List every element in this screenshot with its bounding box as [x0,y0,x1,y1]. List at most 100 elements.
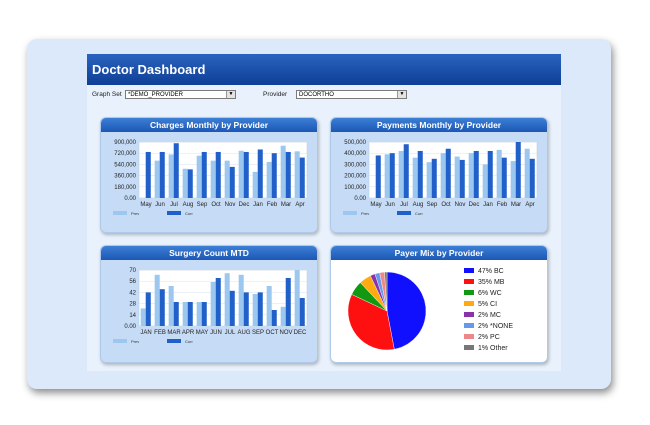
payments-chart: 500,000 400,000 300,000 200,000 100,000 0.00 M… [343,140,538,216]
page-title: Doctor Dashboard [92,62,206,77]
provider-select[interactable]: DOCORTHO ▼ [296,90,407,99]
graph-set-label: Graph Set [92,91,122,98]
bar-prev [384,154,390,198]
bar-curr [229,166,235,198]
x-tick-label: AUG [237,330,250,336]
bar-curr [173,143,179,198]
bar-curr [257,149,263,198]
surgery-chart-card: Surgery Count MTD 70 56 42 28 14 0.00 JAN FEB MA… [100,245,318,363]
chart-title: Payer Mix by Provider [331,246,547,260]
legend-swatch [464,323,474,328]
x-tick-label: JUL [225,330,236,336]
bar-prev [140,308,146,326]
bar-prev [510,161,516,198]
graph-set-value: *DEMO_PROVIDER [128,92,184,98]
bar-prev [210,160,216,198]
bar-curr [187,302,193,326]
legend-label: 2% PC [478,334,500,341]
bar-curr [445,148,451,198]
bar-prev [496,149,502,198]
graph-set-select[interactable]: *DEMO_PROVIDER ▼ [125,90,236,99]
legend-swatch [464,279,474,284]
bar-curr [501,157,507,198]
x-tick-label: Apr [295,202,304,208]
legend-label: Curr [415,211,423,216]
legend-label: 2% MC [478,312,501,319]
legend-swatch [464,345,474,350]
chevron-down-icon[interactable]: ▼ [226,91,235,98]
plot-area [368,141,538,199]
legend-swatch [397,211,411,215]
bar-curr [243,151,249,198]
bar-prev [440,153,446,198]
bar-prev [294,270,300,326]
legend-swatch [167,339,181,343]
y-tick-label: 360,000 [114,174,136,180]
chevron-down-icon[interactable]: ▼ [397,91,406,98]
y-tick-label: 900,000 [114,140,136,146]
bar-curr [459,159,465,198]
bar-prev [168,286,174,326]
legend-swatch [113,339,127,343]
bar-curr [375,155,381,198]
x-tick-label: Jul [400,202,408,208]
x-tick-label: Sep [197,202,208,208]
bar-prev [238,150,244,198]
bar-curr [299,157,305,198]
chart-title: Charges Monthly by Provider [101,118,317,132]
bar-prev [196,155,202,198]
bar-prev [426,162,432,198]
bar-curr [431,158,437,198]
x-tick-label: Aug [183,202,194,208]
legend-label: Curr [185,339,193,344]
bar-curr [285,151,291,198]
legend-swatch [167,211,181,215]
charges-chart: 900,000 720,000 540,000 360,000 180,000 0.00 M… [113,140,308,216]
y-tick-label: 540,000 [114,162,136,168]
legend-swatch [464,301,474,306]
chart-title: Surgery Count MTD [101,246,317,260]
y-tick-label: 720,000 [114,151,136,157]
bar-prev [294,151,300,198]
y-tick-label: 0.00 [124,196,136,202]
chart-title: Payments Monthly by Provider [331,118,547,132]
legend-label: Curr [185,211,193,216]
x-tick-label: Oct [441,202,451,208]
legend-label: 1% Other [478,345,508,352]
bar-prev [238,274,244,326]
y-tick-label: 42 [129,290,136,296]
y-tick-label: 100,000 [344,185,366,191]
bar-prev [412,157,418,198]
bar-curr [529,158,535,198]
x-tick-label: Oct [211,202,221,208]
legend-swatch [464,290,474,295]
y-tick-label: 500,000 [344,140,366,146]
bar-curr [299,298,305,326]
dashboard-header: Doctor Dashboard [87,54,561,85]
bar-prev [398,150,404,198]
pie-slice [384,271,388,312]
x-tick-label: APR [182,330,195,336]
bar-prev [266,161,272,198]
x-tick-label: Dec [239,202,250,208]
payer-mix-card: Payer Mix by Provider 47% BC 35% MB 6% WC 5… [330,245,548,363]
bar-curr [159,151,165,198]
y-tick-label: 400,000 [344,151,366,157]
bar-curr [145,151,151,198]
legend-label: Prev [361,211,369,216]
bar-prev [182,168,188,198]
y-tick-label: 56 [129,279,136,285]
bar-curr [473,150,479,198]
legend-label: 47% BC [478,268,504,275]
legend-label: 2% *NONE [478,323,513,330]
bar-curr [173,302,179,326]
x-tick-label: Apr [525,202,534,208]
y-tick-label: 70 [129,268,136,274]
bar-prev [154,160,160,198]
provider-label: Provider [263,91,288,98]
bar-curr [515,142,521,198]
legend-swatch [113,211,127,215]
x-tick-label: MAY [196,330,209,336]
bar-curr [215,278,221,326]
bar-prev [468,153,474,198]
